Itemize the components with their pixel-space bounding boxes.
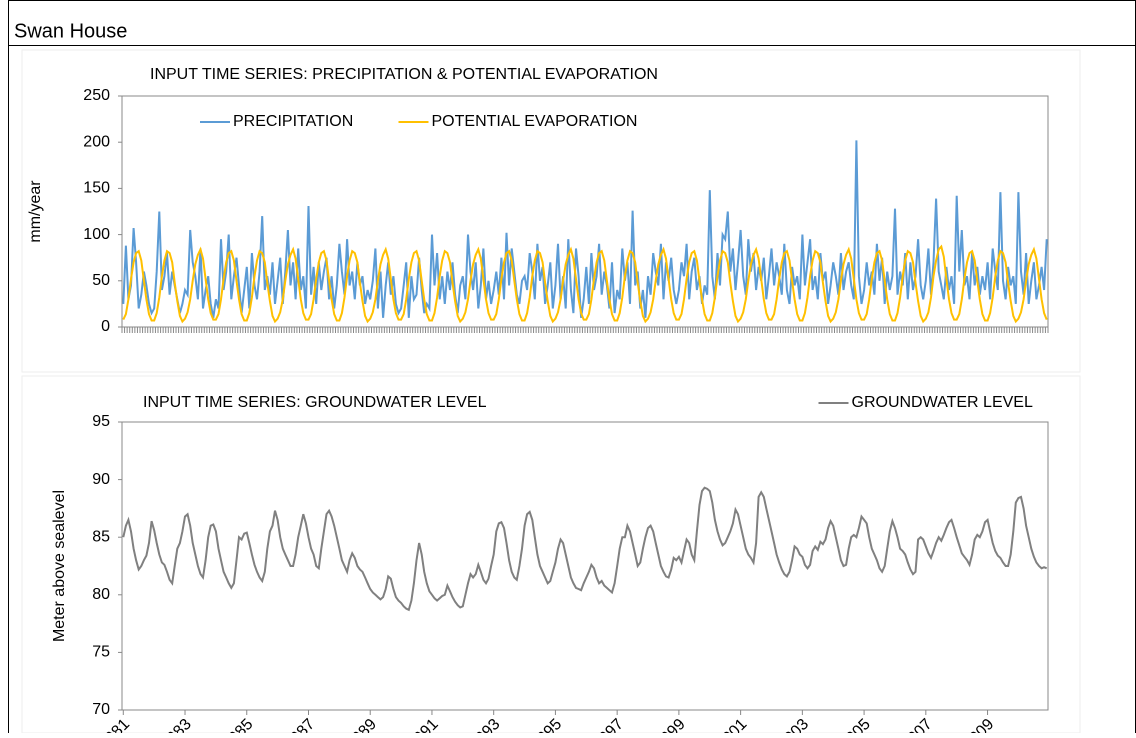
chart-title: INPUT TIME SERIES: PRECIPITATION & POTEN…: [150, 66, 658, 83]
legend-label: GROUNDWATER LEVEL: [852, 394, 1033, 411]
plot-area: [121, 421, 1049, 711]
y-tick-label: 70: [92, 701, 110, 718]
series-line: [122, 244, 1048, 324]
series-line: [122, 486, 1048, 612]
y-tick-label: 95: [92, 413, 110, 430]
y-axis-label: mm/year: [27, 180, 44, 243]
y-tick-label: 80: [92, 586, 110, 603]
chart-title: INPUT TIME SERIES: GROUNDWATER LEVEL: [143, 394, 487, 411]
y-tick-label: 250: [83, 87, 110, 104]
y-tick-label: 150: [83, 180, 110, 197]
y-tick-label: 200: [83, 133, 110, 150]
y-tick-label: 75: [92, 644, 110, 661]
y-tick-label: 0: [101, 318, 110, 335]
y-tick-label: 90: [92, 471, 110, 488]
legend-label: POTENTIAL EVAPORATION: [432, 113, 638, 130]
chart-area: [21, 375, 1081, 734]
series-line: [122, 140, 1048, 318]
header-title: Swan House: [14, 20, 127, 42]
y-tick-label: 50: [92, 272, 110, 289]
legend-label: PRECIPITATION: [233, 113, 353, 130]
y-axis-label: Meter above sealevel: [51, 490, 68, 642]
y-tick-label: 85: [92, 528, 110, 545]
y-tick-label: 100: [83, 226, 110, 243]
chart-area: [21, 49, 1081, 373]
